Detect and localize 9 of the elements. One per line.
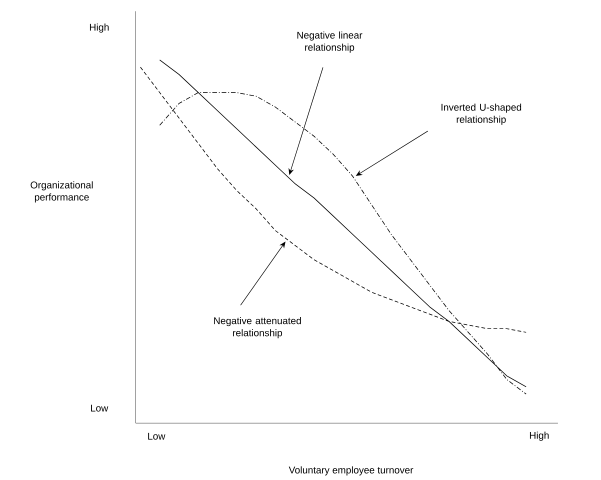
text: Negative linear relationship <box>297 31 362 53</box>
text: High <box>530 432 549 441</box>
text: High <box>90 23 109 33</box>
text: Low <box>148 432 166 440</box>
x-axis-title: Voluntary employee turnover <box>288 466 414 476</box>
text: Low <box>91 404 108 412</box>
annotation: Inverted U-shaped relationship <box>442 103 522 125</box>
annotation: Negative attenuated relationship <box>214 316 301 338</box>
y-axis-title: Organizational performance <box>30 181 93 202</box>
